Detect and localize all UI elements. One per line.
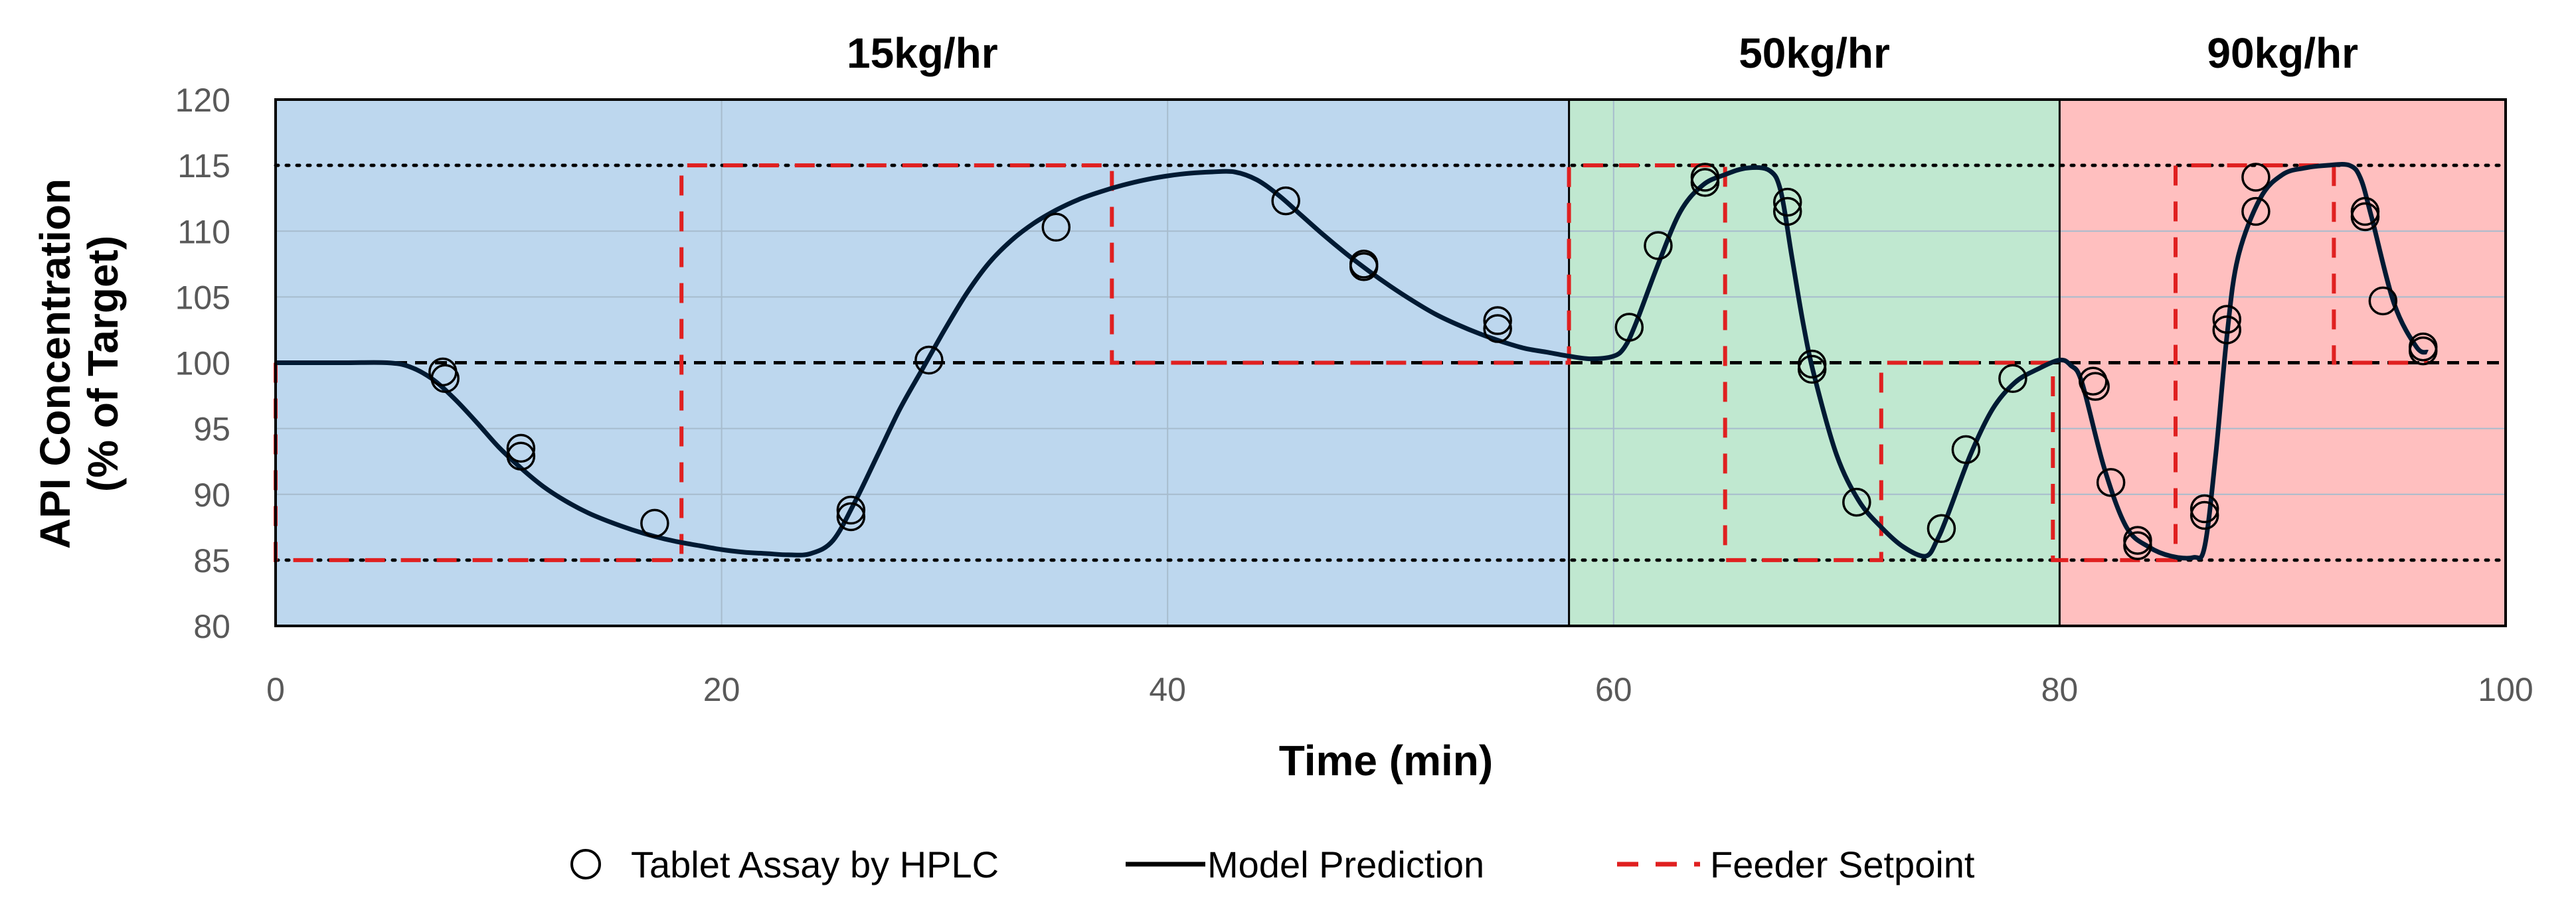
assay-point-39: [2368, 286, 2398, 316]
plot-frame: [274, 98, 2507, 627]
assay-point-32: [2190, 500, 2219, 530]
assay-point-7: [914, 345, 944, 375]
assay-point-36: [2241, 196, 2271, 226]
x-tick-label-60: 60: [1595, 671, 1632, 708]
assay-point-34: [2212, 315, 2241, 344]
assay-point-21: [1797, 354, 1827, 384]
assay-point-33: [2212, 305, 2241, 334]
legend-label-model: Model Prediction: [1207, 844, 1484, 885]
y-tick-label-80: 80: [193, 608, 230, 645]
region-labels: 15kg/hr 50kg/hr 90kg/hr: [847, 29, 2358, 77]
assay-point-28: [2096, 468, 2126, 497]
assay-point-30: [2123, 531, 2152, 560]
legend-marker-circle: [570, 849, 601, 879]
assay-point-13: [1483, 314, 1512, 343]
y-tick-label-120: 120: [175, 82, 230, 119]
y-axis-title-line2: (% of Target): [79, 236, 127, 492]
assay-point-1: [430, 364, 460, 394]
assay-point-38: [2350, 202, 2380, 232]
assay-point-31: [2190, 494, 2219, 524]
y-tick-label-90: 90: [193, 477, 230, 514]
x-axis-title: Time (min): [1279, 737, 1493, 785]
assay-point-12: [1483, 306, 1512, 335]
y-tick-label-110: 110: [177, 213, 230, 250]
x-tick-label-20: 20: [703, 671, 740, 708]
x-tick-label-0: 0: [266, 671, 285, 708]
assay-point-8: [1041, 212, 1071, 242]
assay-point-11: [1349, 252, 1379, 281]
y-tick-label-100: 100: [175, 345, 230, 382]
legend-label-setpoint: Feeder Setpoint: [1710, 844, 1975, 885]
assay-point-4: [640, 508, 669, 538]
legend: Tablet Assay by HPLC Model Prediction Fe…: [570, 844, 1975, 885]
assay-point-23: [1927, 514, 1956, 544]
y-axis-title-line1: API Concentration: [31, 179, 79, 549]
legend-label-assay: Tablet Assay by HPLC: [631, 844, 999, 885]
assay-point-2: [506, 433, 536, 463]
x-tick-label-40: 40: [1149, 671, 1186, 708]
y-tick-label-105: 105: [175, 279, 230, 316]
region-label-90kg-hr: 90kg/hr: [2207, 29, 2358, 77]
assay-point-17: [1690, 163, 1720, 192]
y-tick-label-85: 85: [193, 542, 230, 579]
y-tick-label-115: 115: [177, 147, 230, 185]
assay-point-9: [1271, 186, 1300, 216]
x-tick-label-80: 80: [2041, 671, 2079, 708]
x-tick-label-100: 100: [2478, 671, 2533, 708]
assay-point-41: [2409, 336, 2438, 366]
region-label-50kg-hr: 50kg/hr: [1739, 29, 1890, 77]
x-axis-ticks: 0 20 40 60 80 100: [266, 671, 2533, 708]
assay-point-22: [1842, 487, 1871, 517]
assay-point-35: [2241, 163, 2271, 192]
assay-point-3: [506, 441, 536, 471]
assay-point-27: [2081, 372, 2110, 401]
assay-point-24: [1951, 435, 1981, 465]
assay-point-15: [1644, 231, 1673, 260]
plot-border: [274, 98, 2507, 627]
assay-point-6: [836, 502, 866, 532]
y-axis-ticks: 80 85 90 95 100 105 110 115 120: [175, 82, 230, 645]
assay-point-5: [836, 495, 866, 525]
assay-point-19: [1772, 196, 1802, 226]
assay-point-18: [1772, 187, 1802, 217]
region-label-15kg-hr: 15kg/hr: [847, 29, 998, 77]
y-tick-label-95: 95: [193, 411, 230, 448]
tablet-assay-series: [428, 163, 2438, 560]
assay-point-14: [1614, 313, 1644, 342]
assay-point-25: [1998, 364, 2027, 394]
